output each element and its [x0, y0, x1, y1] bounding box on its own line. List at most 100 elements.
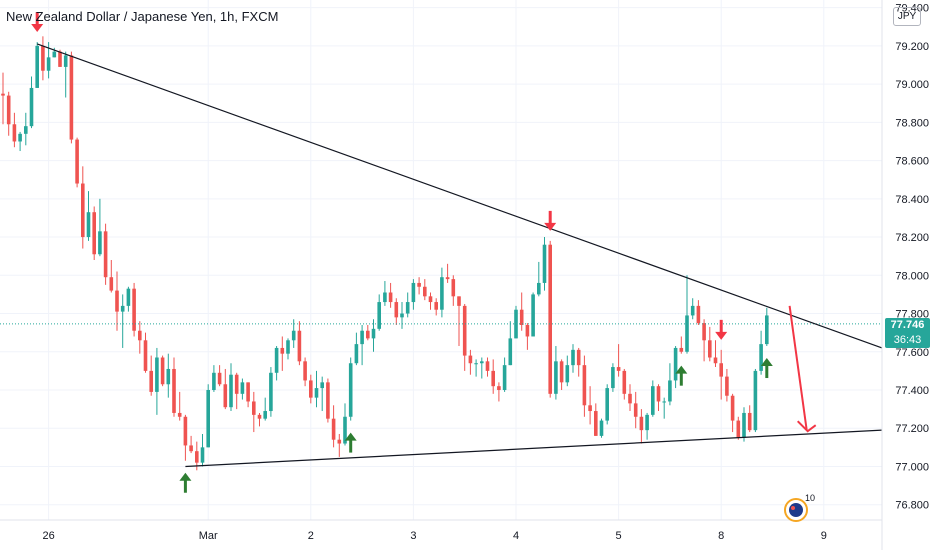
chart-title: New Zealand Dollar / Japanese Yen, 1h, F…: [6, 9, 279, 24]
price-tick-label: 77.200: [895, 423, 929, 435]
time-axis: 26 Mar 2 3 4 5 8 9: [42, 530, 826, 542]
candle-body: [468, 355, 473, 364]
candle: [246, 382, 250, 408]
candle: [217, 365, 222, 387]
candle: [41, 36, 45, 81]
candle: [679, 336, 684, 354]
candle-body: [109, 277, 114, 291]
candle-body: [143, 340, 148, 371]
currency-button[interactable]: JPY: [893, 7, 921, 26]
candle: [747, 405, 752, 433]
candle-body: [605, 388, 609, 421]
candle: [371, 319, 376, 352]
candle-body: [297, 330, 302, 362]
candle-body: [462, 305, 467, 356]
candle: [445, 263, 450, 283]
candle-body: [12, 124, 17, 142]
candle: [223, 368, 228, 410]
candle-body: [24, 126, 28, 134]
candle: [474, 359, 478, 377]
down-arrow-icon: [31, 12, 44, 33]
candle-body: [765, 315, 769, 345]
candle: [588, 386, 592, 425]
candle: [548, 240, 552, 398]
candle-body: [508, 338, 513, 366]
last-price-label: 77.746: [890, 319, 925, 331]
candle-body: [172, 368, 176, 413]
badge-count: 10: [805, 493, 815, 503]
candle: [274, 346, 279, 381]
candle: [753, 368, 758, 433]
price-tick-label: 78.400: [895, 194, 929, 206]
candle: [411, 279, 416, 310]
candle-body: [662, 401, 666, 403]
candle-body: [622, 370, 627, 394]
candle-body: [126, 288, 131, 306]
candle-body: [206, 390, 210, 448]
candle: [183, 414, 188, 461]
price-axis: 79.40079.20079.00078.80078.60078.40078.2…: [895, 3, 929, 512]
candles: [1, 36, 769, 471]
candle: [605, 384, 609, 425]
candle: [656, 384, 661, 412]
candle: [696, 300, 701, 325]
candle: [24, 112, 28, 146]
candle-body: [725, 376, 729, 396]
up-arrow-head: [179, 472, 192, 481]
candle: [303, 357, 307, 387]
candle: [633, 391, 638, 429]
candle: [440, 267, 444, 318]
candle: [690, 298, 695, 320]
candle: [736, 416, 741, 440]
candle-body: [98, 231, 102, 255]
up-arrow-icon: [760, 358, 773, 379]
candle-body: [269, 372, 273, 412]
time-tick-label: Mar: [199, 530, 218, 542]
candle-body: [343, 416, 347, 444]
candle: [400, 302, 404, 329]
candle: [383, 281, 387, 306]
candle-body: [582, 365, 587, 406]
candle: [759, 330, 763, 375]
candle: [166, 353, 171, 398]
candle: [542, 237, 547, 291]
candle: [280, 336, 285, 371]
candle-body: [497, 386, 501, 390]
candle: [229, 363, 233, 412]
down-arrow-icon: [544, 210, 557, 231]
candle-body: [212, 372, 216, 390]
candle: [616, 344, 621, 377]
candle-body: [383, 292, 387, 303]
candle-body: [263, 411, 267, 419]
candle-body: [542, 244, 547, 283]
candle: [35, 42, 39, 88]
candle-body: [314, 388, 319, 398]
candle: [462, 303, 467, 371]
candle: [263, 397, 267, 421]
up-arrow-icon: [179, 472, 192, 493]
candle: [742, 407, 746, 442]
tradingview-logo-icon[interactable]: 10: [783, 490, 823, 526]
candle: [730, 393, 735, 433]
candle-body: [234, 374, 239, 394]
candle-body: [576, 349, 581, 366]
candle: [394, 298, 399, 325]
candle-body: [730, 395, 735, 421]
price-tick-label: 79.200: [895, 41, 929, 53]
candle-body: [713, 357, 718, 364]
candle: [525, 323, 530, 350]
candle-body: [18, 133, 22, 142]
candle: [514, 305, 518, 339]
candle-body: [46, 57, 51, 71]
up-arrow-icon: [675, 365, 688, 386]
candle: [212, 365, 216, 392]
down-arrow-head: [544, 222, 557, 231]
candle-body: [274, 347, 279, 373]
candle: [155, 347, 159, 415]
ascending-support-line: [185, 429, 883, 468]
candle-body: [656, 386, 661, 402]
candle-body: [371, 328, 376, 339]
bar-countdown-label: 36:43: [893, 334, 922, 346]
candle: [519, 292, 524, 331]
